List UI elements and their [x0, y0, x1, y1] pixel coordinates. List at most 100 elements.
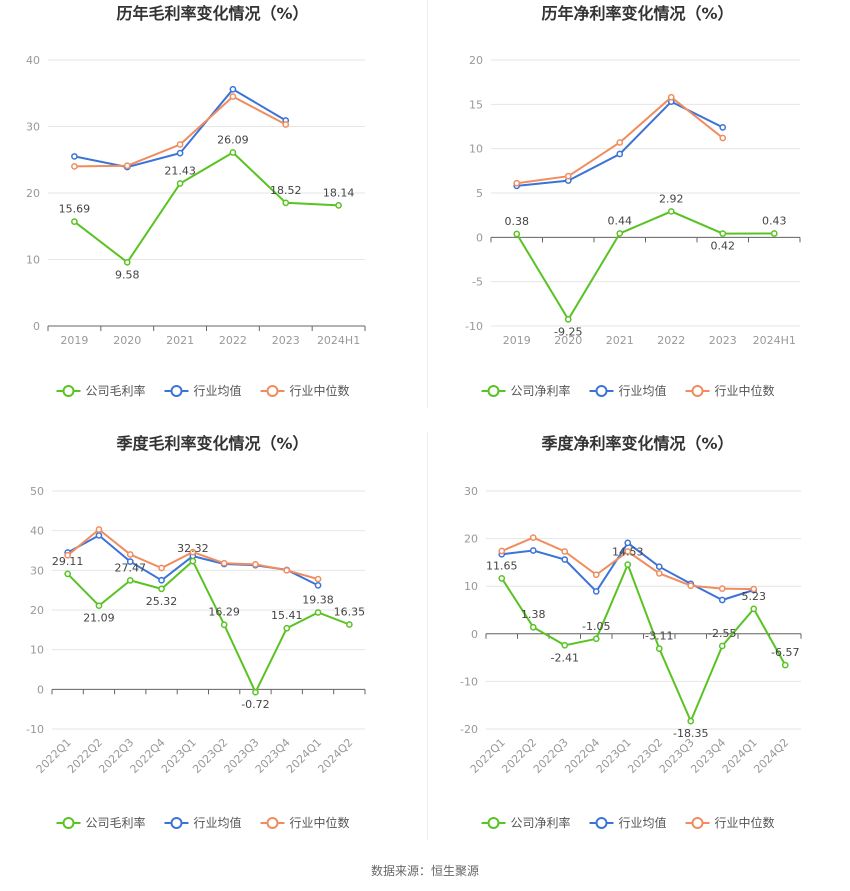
legend-marker [170, 385, 183, 397]
data-point-industry_median [718, 585, 726, 592]
data-label: 32.32 [177, 542, 209, 555]
x-tick-label: 2021 [606, 334, 634, 347]
data-label: -2.55 [708, 627, 736, 640]
x-tick-label: 2019 [60, 334, 88, 347]
y-tick-label: 10 [464, 580, 478, 593]
y-tick-label: 40 [30, 525, 44, 538]
legend-marker [487, 817, 500, 829]
data-point-industry_median [561, 548, 569, 555]
data-source-note: 数据来源：恒生聚源 [370, 864, 479, 878]
data-point-industry_median [592, 571, 600, 579]
data-point-industry_median [667, 93, 675, 101]
x-tick-label: 2024H1 [317, 334, 360, 347]
data-point-industry_avg [719, 124, 727, 131]
y-tick-label: 5 [476, 187, 483, 200]
data-point-company [770, 230, 778, 237]
data-point-company [335, 202, 342, 209]
data-point-industry_avg [616, 150, 624, 158]
data-label: 19.38 [302, 593, 334, 606]
y-tick-label: 30 [464, 485, 478, 498]
data-point-company [529, 623, 537, 631]
legend-label: 公司毛利率 [86, 815, 146, 830]
legend-marker [595, 817, 608, 829]
x-tick-label: 2022 [219, 334, 247, 347]
data-point-industry_median [158, 564, 165, 572]
vertical-divider-bottom [427, 432, 428, 840]
data-point-industry_median [123, 162, 131, 170]
data-label: 11.65 [486, 559, 518, 572]
legend-item-industry_avg: 行业均值 [589, 815, 667, 830]
legend-label: 行业中位数 [290, 815, 350, 830]
legend-item-industry_median: 行业中位数 [260, 815, 350, 830]
data-point-industry_median [189, 548, 197, 556]
data-point-company [667, 208, 675, 215]
x-tick-label: 2020 [554, 334, 582, 347]
legend-marker [595, 385, 608, 397]
data-point-industry_avg [314, 582, 322, 589]
data-point-company [513, 230, 521, 238]
data-point-industry_median [220, 559, 228, 567]
legend-label: 行业均值 [619, 383, 667, 398]
legend-label: 行业中位数 [290, 383, 350, 398]
data-label: 0.42 [711, 240, 736, 253]
legend-marker [487, 385, 500, 397]
data-point-industry_avg [529, 547, 537, 554]
data-point-industry_median [687, 582, 695, 590]
data-point-company [346, 621, 353, 628]
legend-label: 行业中位数 [715, 815, 775, 830]
data-label: -1.05 [582, 620, 610, 633]
data-point-industry_avg [655, 563, 663, 571]
data-point-company [687, 717, 695, 725]
quarterly-net-margin-chart: 季度净利率变化情况（%）-20-1001020302022Q12022Q2202… [460, 434, 802, 830]
legend-label: 公司净利率 [511, 383, 571, 398]
data-point-company [750, 605, 758, 613]
data-point-company [95, 602, 103, 610]
x-tick-label: 2023 [272, 334, 300, 347]
data-point-company [592, 635, 600, 643]
data-point-company [64, 570, 72, 578]
chart-quarterly-net-margin: 季度净利率变化情况（%） -20 -10 0 10 20 30 2022Q1 2022Q2 202… [425, 430, 850, 850]
legend-item-company: 公司净利率 [481, 815, 571, 830]
data-point-company [123, 258, 131, 266]
legend-item-industry_median: 行业中位数 [685, 815, 775, 830]
data-point-company [624, 561, 632, 568]
y-tick-label: 0 [471, 628, 478, 641]
data-point-company [220, 621, 228, 629]
legend-item-industry_median: 行业中位数 [685, 383, 775, 398]
data-label: 15.41 [271, 609, 303, 622]
data-point-company [564, 316, 572, 323]
data-label: 18.14 [323, 186, 355, 199]
legend-label: 公司毛利率 [86, 383, 146, 398]
data-label: 1.38 [521, 608, 546, 621]
data-label: -2.41 [551, 651, 579, 664]
annual-gross-margin-chart: 历年毛利率变化情况（%） 0 10 20 30 40 2019 2020 2021 2022 202… [26, 4, 366, 398]
data-point-industry_median [176, 141, 184, 148]
data-point-industry_median [655, 569, 663, 577]
legend-marker [691, 385, 704, 397]
data-point-industry_avg [624, 539, 632, 547]
x-tick-label: 2020 [113, 334, 141, 347]
data-point-industry_avg [718, 596, 726, 604]
data-point-industry_median [529, 534, 537, 541]
data-point-company [282, 199, 290, 207]
legend-marker [266, 817, 279, 829]
data-point-company [781, 661, 789, 669]
data-point-industry_median [283, 566, 291, 574]
chart-title: 季度毛利率变化情况（%） [115, 434, 308, 453]
data-point-industry_median [498, 547, 506, 555]
y-tick-label: 30 [30, 564, 44, 577]
data-label: 25.32 [146, 595, 178, 608]
legend-label: 行业中位数 [715, 383, 775, 398]
y-tick-label: -10 [465, 320, 483, 333]
chart-annual-gross-margin: 历年毛利率变化情况（%） 0 10 20 30 40 2019 2020 2021 2022 202… [0, 0, 425, 410]
series-line-company [73, 151, 339, 264]
data-label: 2.92 [659, 192, 684, 205]
data-label: 26.09 [217, 134, 249, 147]
legend-marker [62, 385, 75, 397]
chart-title: 历年净利率变化情况（%） [541, 4, 733, 23]
data-point-industry_median [616, 139, 624, 146]
data-point-industry_median [624, 548, 632, 555]
data-label: 18.52 [270, 184, 302, 197]
y-tick-label: 10 [26, 254, 40, 267]
y-tick-label: 20 [26, 187, 40, 200]
